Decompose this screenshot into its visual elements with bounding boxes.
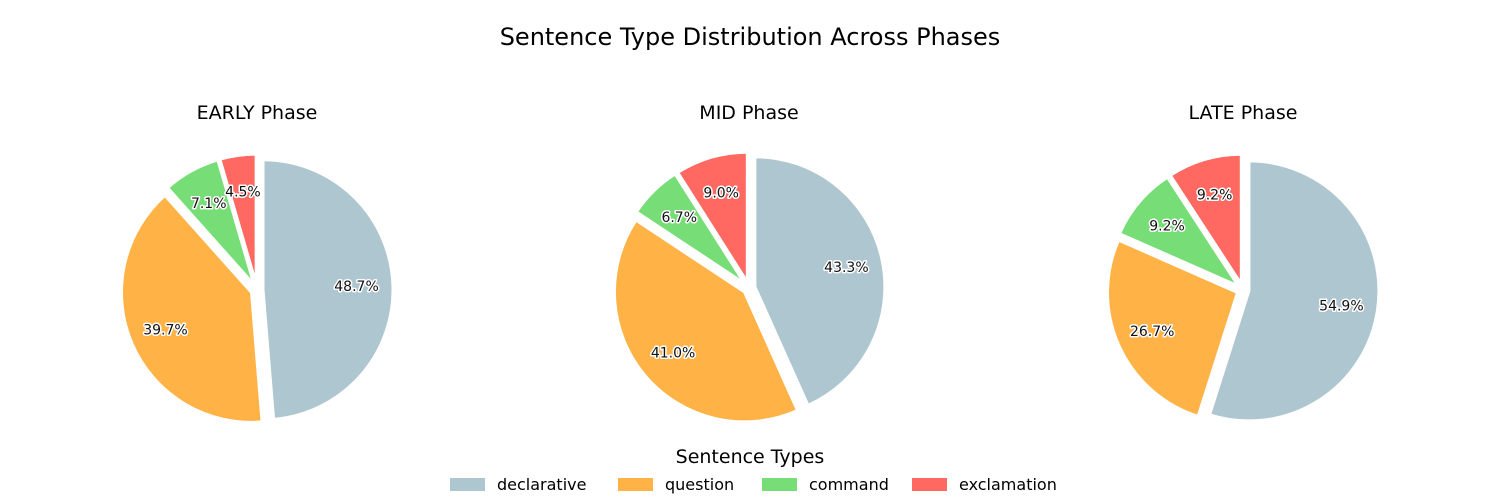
pie-slice-exclamation	[218, 152, 258, 286]
pie-slice-question	[119, 193, 264, 424]
chart-title: Sentence Type Distribution Across Phases	[500, 23, 1001, 51]
pie-chart-1: EARLY Phase 48.7% 39.7% 7.1%4.5%	[119, 102, 395, 424]
pie-label-exclamation: 9.0%	[703, 185, 739, 201]
pie-title: MID Phase	[699, 102, 798, 124]
legend-label-question: question	[665, 475, 734, 494]
pie-label-exclamation: 4.5%	[225, 184, 261, 200]
pie-slice-command	[166, 158, 256, 287]
legend-label-command: command	[809, 475, 889, 494]
pie-slice-question	[612, 218, 800, 424]
legend-swatch-command	[762, 478, 797, 491]
pie-slice-declarative	[261, 158, 395, 421]
legend-label-declarative: declarative	[497, 475, 586, 494]
pie-slice-question	[1106, 238, 1240, 418]
pie-slice-declarative	[753, 155, 887, 407]
pie-label-declarative: 48.7%	[334, 279, 378, 295]
legend-swatch-exclamation	[912, 478, 947, 491]
pie-label-declarative: 54.9%	[1319, 298, 1363, 314]
pie-label-exclamation: 9.2%	[1197, 188, 1233, 204]
pie-chart-2: MID Phase 43.3% 41.0% 6.7% 9.0%	[612, 102, 887, 424]
legend-swatch-question	[618, 478, 653, 491]
pie-charts: EARLY Phase 48.7% 39.7% 7.1%4.5% MID Phase 43…	[119, 102, 1381, 424]
pie-chart-3: LATE Phase 54.9% 26.7% 9.2% 9.2%	[1106, 102, 1381, 423]
pie-title: EARLY Phase	[197, 102, 318, 124]
pie-label-question: 39.7%	[143, 322, 187, 338]
legend: Sentence Types declarative question comman…	[450, 446, 1057, 494]
pie-label-command: 6.7%	[661, 210, 697, 226]
pie-slice-exclamation	[676, 150, 749, 284]
pie-label-question: 41.0%	[651, 345, 695, 361]
pie-label-question: 26.7%	[1130, 324, 1174, 340]
legend-label-exclamation: exclamation	[959, 475, 1057, 494]
pie-label-command: 7.1%	[191, 196, 227, 212]
pie-title: LATE Phase	[1189, 102, 1298, 124]
legend-title: Sentence Types	[676, 446, 825, 468]
pie-slice-command	[1117, 175, 1240, 288]
pie-slice-exclamation	[1168, 152, 1243, 286]
legend-swatch-declarative	[450, 478, 485, 491]
pie-slice-command	[634, 172, 747, 286]
pie-label-command: 9.2%	[1149, 219, 1185, 235]
pie-label-declarative: 43.3%	[824, 260, 868, 276]
pie-slice-declarative	[1208, 159, 1381, 423]
